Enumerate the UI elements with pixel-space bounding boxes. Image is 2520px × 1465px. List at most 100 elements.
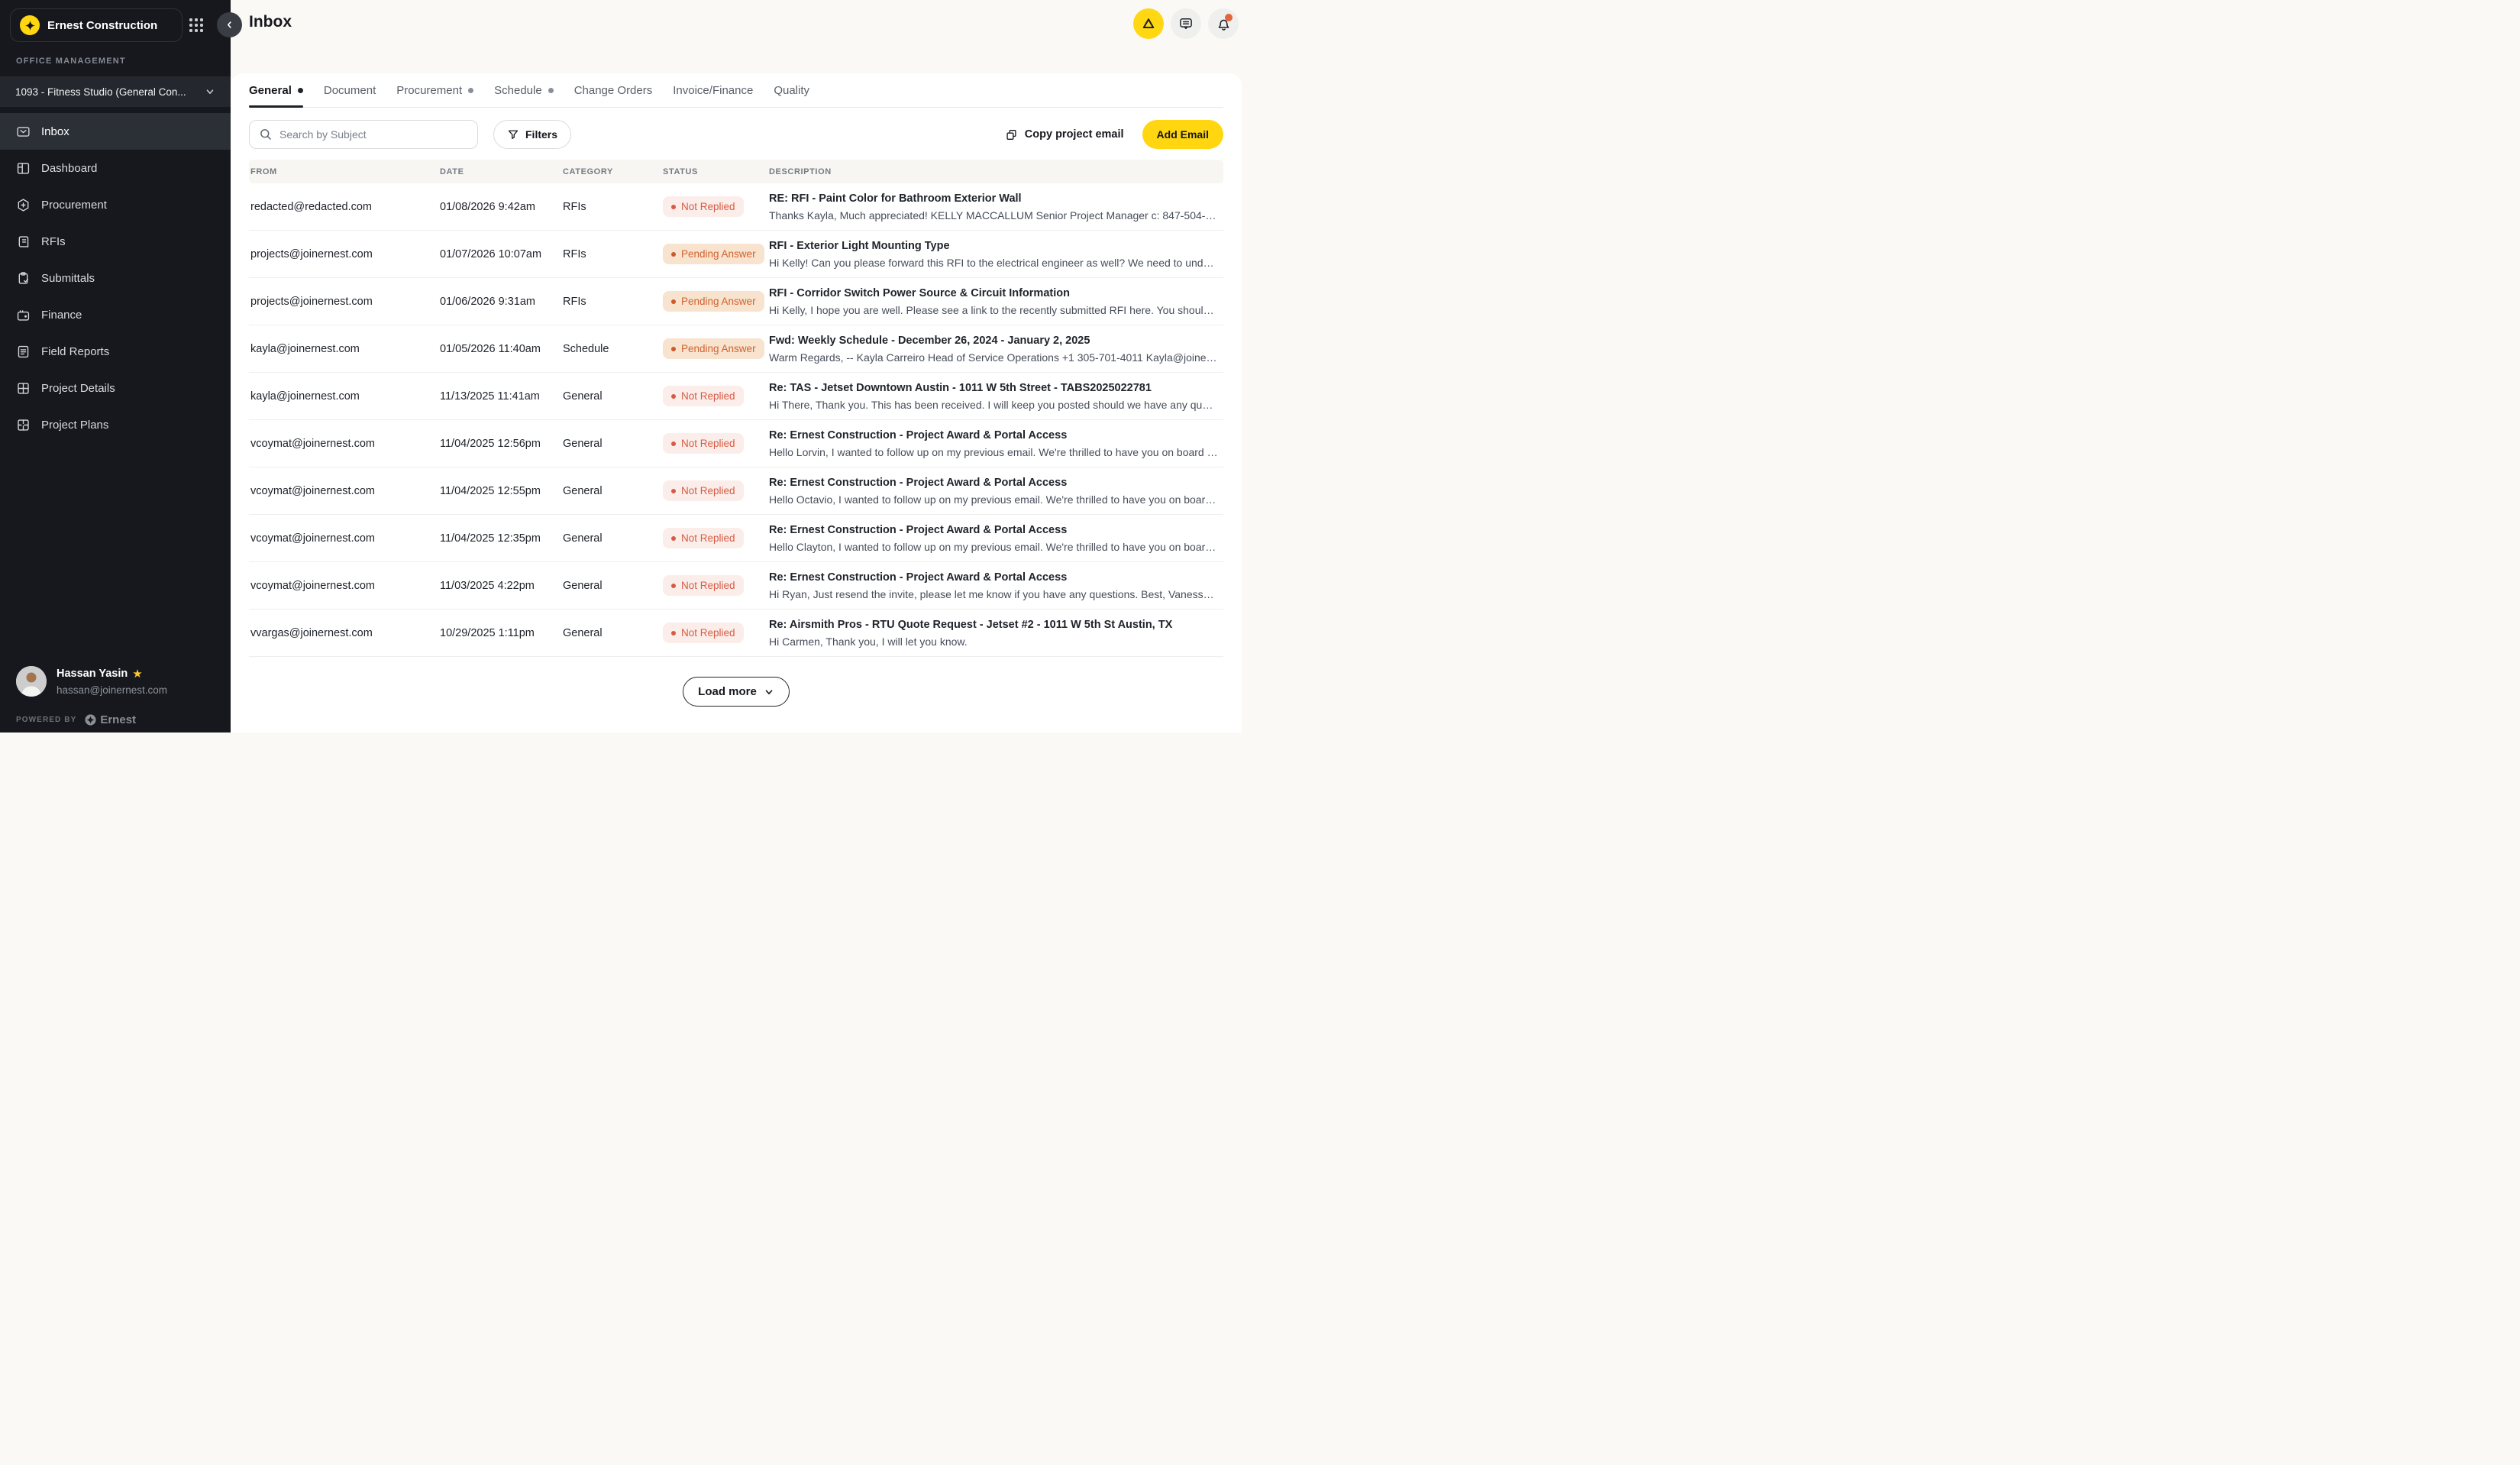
chat-bubble-icon [1180, 18, 1192, 30]
email-category: General [563, 484, 603, 497]
sidebar-item-label: Project Plans [41, 418, 109, 432]
search-input[interactable] [279, 128, 468, 141]
status-dot-icon [671, 299, 676, 304]
toolbar: Filters Copy project email Add Email [249, 120, 1223, 149]
email-category: General [563, 626, 603, 639]
project-details-grid-icon [18, 382, 29, 394]
email-from: projects@joinernest.com [250, 247, 373, 260]
tab-procurement[interactable]: Procurement [396, 84, 474, 107]
table-row[interactable]: kayla@joinernest.com 01/05/2026 11:40am … [249, 325, 1223, 373]
table-row[interactable]: vcoymat@joinernest.com 11/03/2025 4:22pm… [249, 562, 1223, 610]
messages-button[interactable] [1171, 8, 1201, 39]
sidebar-item-finance[interactable]: Finance [0, 296, 231, 333]
sidebar-item-label: Procurement [41, 198, 107, 212]
column-header-from: FROM [250, 167, 277, 176]
sidebar-item-rfis[interactable]: RFIs [0, 223, 231, 260]
email-category: RFIs [563, 200, 586, 213]
email-subject: Re: Ernest Construction - Project Award … [769, 476, 1068, 489]
status-dot-icon [671, 535, 676, 541]
table-row[interactable]: projects@joinernest.com 01/07/2026 10:07… [249, 231, 1223, 278]
sidebar-collapse-button[interactable] [217, 12, 242, 37]
inbox-icon [17, 126, 30, 137]
table-row[interactable]: kayla@joinernest.com 11/13/2025 11:41am … [249, 373, 1223, 420]
email-preview: Warm Regards, -- Kayla Carreiro Head of … [769, 351, 1219, 364]
email-description: Fwd: Weekly Schedule - December 26, 2024… [767, 335, 1223, 364]
sidebar-item-dashboard[interactable]: Dashboard [0, 150, 231, 186]
status-dot-icon [671, 583, 676, 588]
sidebar-item-label: Submittals [41, 271, 95, 285]
table-row[interactable]: vcoymat@joinernest.com 11/04/2025 12:56p… [249, 420, 1223, 467]
sidebar-item-label: Project Details [41, 381, 115, 395]
tab-dot [297, 88, 303, 93]
sidebar-item-procurement[interactable]: Procurement [0, 186, 231, 223]
email-subject: Fwd: Weekly Schedule - December 26, 2024… [769, 334, 1090, 347]
column-header-status: STATUS [663, 167, 698, 176]
status-dot-icon [671, 346, 676, 351]
status-dot-icon [671, 441, 676, 446]
email-description: Re: Ernest Construction - Project Award … [767, 524, 1223, 553]
sidebar-item-submittals[interactable]: Submittals [0, 260, 231, 296]
alerts-button[interactable] [1133, 8, 1164, 39]
email-from: vcoymat@joinernest.com [250, 532, 375, 545]
sidebar-item-inbox[interactable]: Inbox [0, 113, 231, 150]
tab-quality[interactable]: Quality [774, 84, 809, 97]
table-row[interactable]: redacted@redacted.com 01/08/2026 9:42am … [249, 183, 1223, 231]
email-subject: RFI - Corridor Switch Power Source & Cir… [769, 286, 1070, 299]
email-category: General [563, 390, 603, 403]
email-subject: Re: Airsmith Pros - RTU Quote Request - … [769, 618, 1173, 631]
alert-triangle-icon [1142, 18, 1155, 29]
email-description: RFI - Corridor Switch Power Source & Cir… [767, 287, 1223, 316]
tab-general[interactable]: General [249, 84, 303, 108]
table-row[interactable]: vcoymat@joinernest.com 11/04/2025 12:35p… [249, 515, 1223, 562]
status-badge: Not Replied [663, 386, 744, 406]
tab-bar: General Document Procurement Schedule Ch… [249, 73, 1223, 108]
ernest-logo-icon [20, 15, 40, 35]
email-from: projects@joinernest.com [250, 295, 373, 308]
table-row[interactable]: projects@joinernest.com 01/06/2026 9:31a… [249, 278, 1223, 325]
sidebar-item-project-plans[interactable]: Project Plans [0, 406, 231, 443]
tab-document[interactable]: Document [323, 84, 376, 97]
chevron-down-icon [206, 89, 214, 94]
email-date: 11/04/2025 12:35pm [440, 532, 541, 545]
status-badge: Pending Answer [663, 244, 764, 264]
search-icon [260, 129, 271, 140]
brand-button[interactable]: Ernest Construction [10, 8, 183, 42]
tab-dot [468, 88, 474, 93]
chevron-down-icon [765, 689, 773, 694]
email-description: Re: Ernest Construction - Project Award … [767, 571, 1223, 600]
add-email-button[interactable]: Add Email [1142, 120, 1223, 149]
email-date: 01/06/2026 9:31am [440, 295, 535, 308]
dashboard-icon [17, 162, 30, 174]
header-icons [1133, 8, 1239, 39]
tab-schedule[interactable]: Schedule [494, 84, 554, 107]
table-row[interactable]: vcoymat@joinernest.com 11/04/2025 12:55p… [249, 467, 1223, 515]
email-date: 11/03/2025 4:22pm [440, 579, 535, 592]
app-launcher-icon[interactable] [189, 18, 203, 32]
email-date: 11/13/2025 11:41am [440, 390, 540, 403]
load-more-button[interactable]: Load more [683, 677, 790, 707]
sidebar-item-project-details[interactable]: Project Details [0, 370, 231, 406]
notifications-button[interactable] [1208, 8, 1239, 39]
email-from: kayla@joinernest.com [250, 342, 360, 355]
tab-invoice-finance[interactable]: Invoice/Finance [673, 84, 754, 97]
email-description: Re: TAS - Jetset Downtown Austin - 1011 … [767, 382, 1223, 411]
user-profile[interactable]: Hassan Yasin ★ hassan@joinernest.com [16, 666, 167, 697]
copy-project-email-button[interactable]: Copy project email [1005, 128, 1124, 141]
status-badge: Not Replied [663, 433, 744, 454]
table-header: FROM DATE CATEGORY STATUS DESCRIPTION [249, 160, 1223, 183]
filters-button[interactable]: Filters [493, 120, 572, 149]
sidebar-item-field-reports[interactable]: Field Reports [0, 333, 231, 370]
project-plans-icon [18, 419, 29, 431]
email-preview: Hi Kelly! Can you please forward this RF… [769, 256, 1219, 269]
procurement-icon [18, 198, 29, 212]
table-row[interactable]: vvargas@joinernest.com 10/29/2025 1:11pm… [249, 610, 1223, 657]
status-badge: Pending Answer [663, 338, 764, 359]
email-preview: Hello Lorvin, I wanted to follow up on m… [769, 445, 1219, 458]
field-reports-icon [18, 345, 29, 357]
email-subject: Re: Ernest Construction - Project Award … [769, 571, 1068, 584]
project-selector[interactable]: 1093 - Fitness Studio (General Con... [0, 76, 231, 107]
column-header-description: DESCRIPTION [769, 167, 832, 176]
sidebar: Ernest Construction OFFICE MANAGEMENT 10… [0, 0, 231, 732]
tab-change-orders[interactable]: Change Orders [573, 84, 653, 97]
email-from: vcoymat@joinernest.com [250, 437, 375, 450]
